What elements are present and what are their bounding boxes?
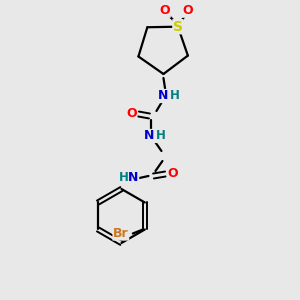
Text: Br: Br (113, 227, 129, 240)
Text: S: S (173, 20, 183, 34)
Text: H: H (118, 172, 128, 184)
Text: O: O (126, 107, 137, 121)
Text: O: O (167, 167, 178, 181)
Text: N: N (158, 89, 169, 103)
Text: O: O (183, 4, 193, 17)
Text: O: O (160, 4, 170, 17)
Text: N: N (144, 130, 154, 142)
Text: H: H (169, 89, 179, 103)
Text: H: H (155, 130, 165, 142)
Text: N: N (128, 172, 139, 184)
